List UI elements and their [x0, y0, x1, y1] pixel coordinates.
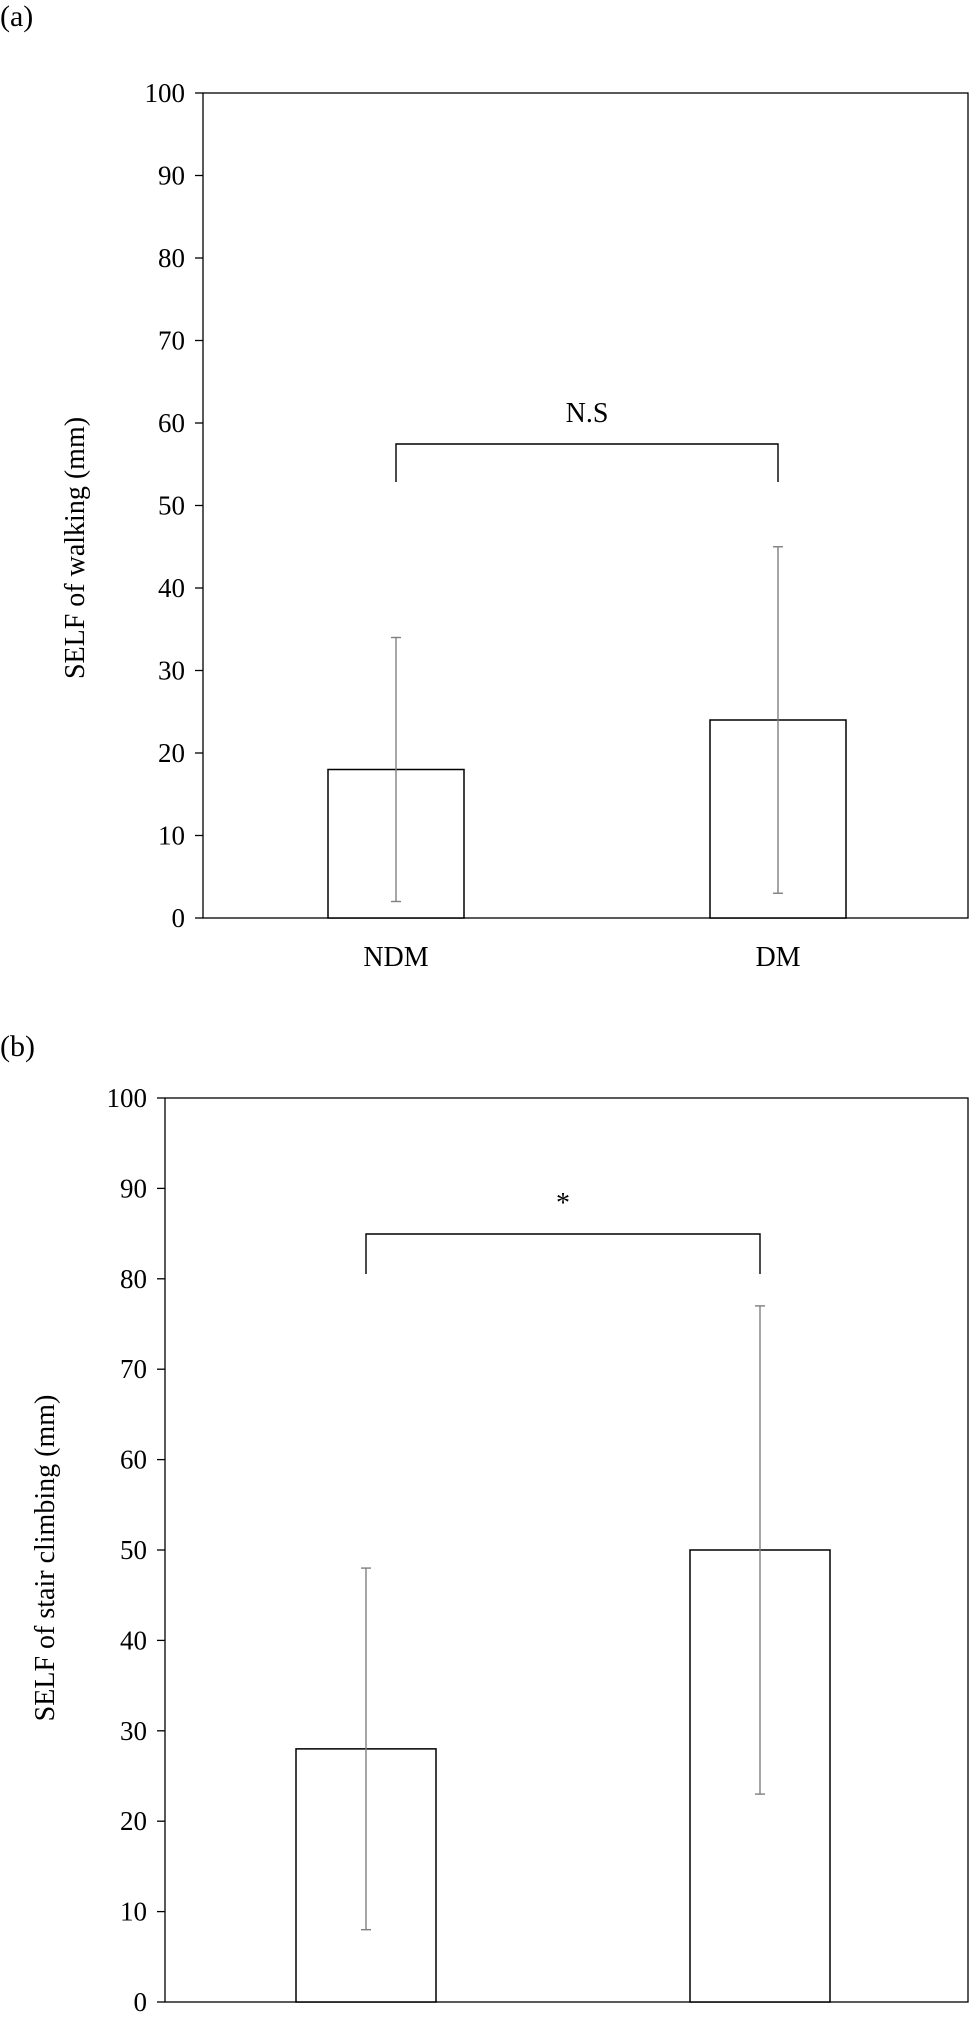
panel-a-letter: (a): [0, 0, 33, 33]
panel-b-y-tick-label: 90: [120, 1173, 147, 1203]
panel-a-plot-frame: [202, 92, 969, 919]
panel-a-significance-bracket: [395, 443, 779, 482]
panel-b-y-tick-label: 20: [120, 1806, 147, 1836]
panel-a-category-label: NDM: [363, 942, 428, 973]
panel-a-significance-label: N.S: [566, 398, 609, 429]
panel-b-y-tick-label: 30: [120, 1716, 147, 1746]
panel-a-y-tick-label: 100: [145, 78, 186, 108]
panel-b-y-tick-label: 40: [120, 1625, 147, 1655]
panel-a-y-tick-label: 80: [158, 243, 185, 273]
panel-b-y-tick-label: 100: [107, 1083, 148, 1113]
panel-b-y-axis-title: SELF of stair climbing (mm): [30, 1395, 61, 1722]
panel-b-y-tick-label: 0: [134, 1987, 148, 2017]
panel-a-y-axis-title: SELF of walking (mm): [60, 417, 91, 679]
panel-b-y-tick-label: 50: [120, 1535, 147, 1565]
panel-b-y-tick-label: 80: [120, 1264, 147, 1294]
panel-b-letter: (b): [0, 1030, 35, 1063]
panel-a-y-tick-label: 30: [158, 656, 185, 686]
panel-a-y-tick-label: 70: [158, 326, 185, 356]
panel-b-y-tick-label: 10: [120, 1897, 147, 1927]
panel-b-significance-bracket: [365, 1233, 761, 1274]
panel-a-y-tick-label: 50: [158, 491, 185, 521]
panel-a-y-tick-label: 90: [158, 161, 185, 191]
panel-b-significance-label: *: [556, 1188, 570, 1219]
panel-a-y-tick-label: 0: [172, 903, 186, 933]
panel-a-error-bar-dm: [773, 546, 783, 894]
panel-a: (a) SELF of walking (mm) 0 10 20 30 40 50 60 70…: [0, 0, 969, 973]
panel-b: (b) SELF of stair climbing (mm) 0 10 20 30 4…: [0, 1030, 969, 2017]
panel-a-y-tick-label: 10: [158, 821, 185, 851]
panel-a-y-tick-label: 60: [158, 408, 185, 438]
panel-b-error-bar-dm: [755, 1305, 765, 1795]
panel-a-category-label: DM: [755, 942, 800, 973]
panel-b-y-tick-label: 70: [120, 1354, 147, 1384]
panel-a-error-bar-ndm: [391, 636, 401, 903]
panel-b-error-bar-ndm: [361, 1567, 371, 1931]
panel-a-y-tick-label: 20: [158, 738, 185, 768]
panel-a-y-tick-label: 40: [158, 573, 185, 603]
panel-b-y-tick-label: 60: [120, 1445, 147, 1475]
